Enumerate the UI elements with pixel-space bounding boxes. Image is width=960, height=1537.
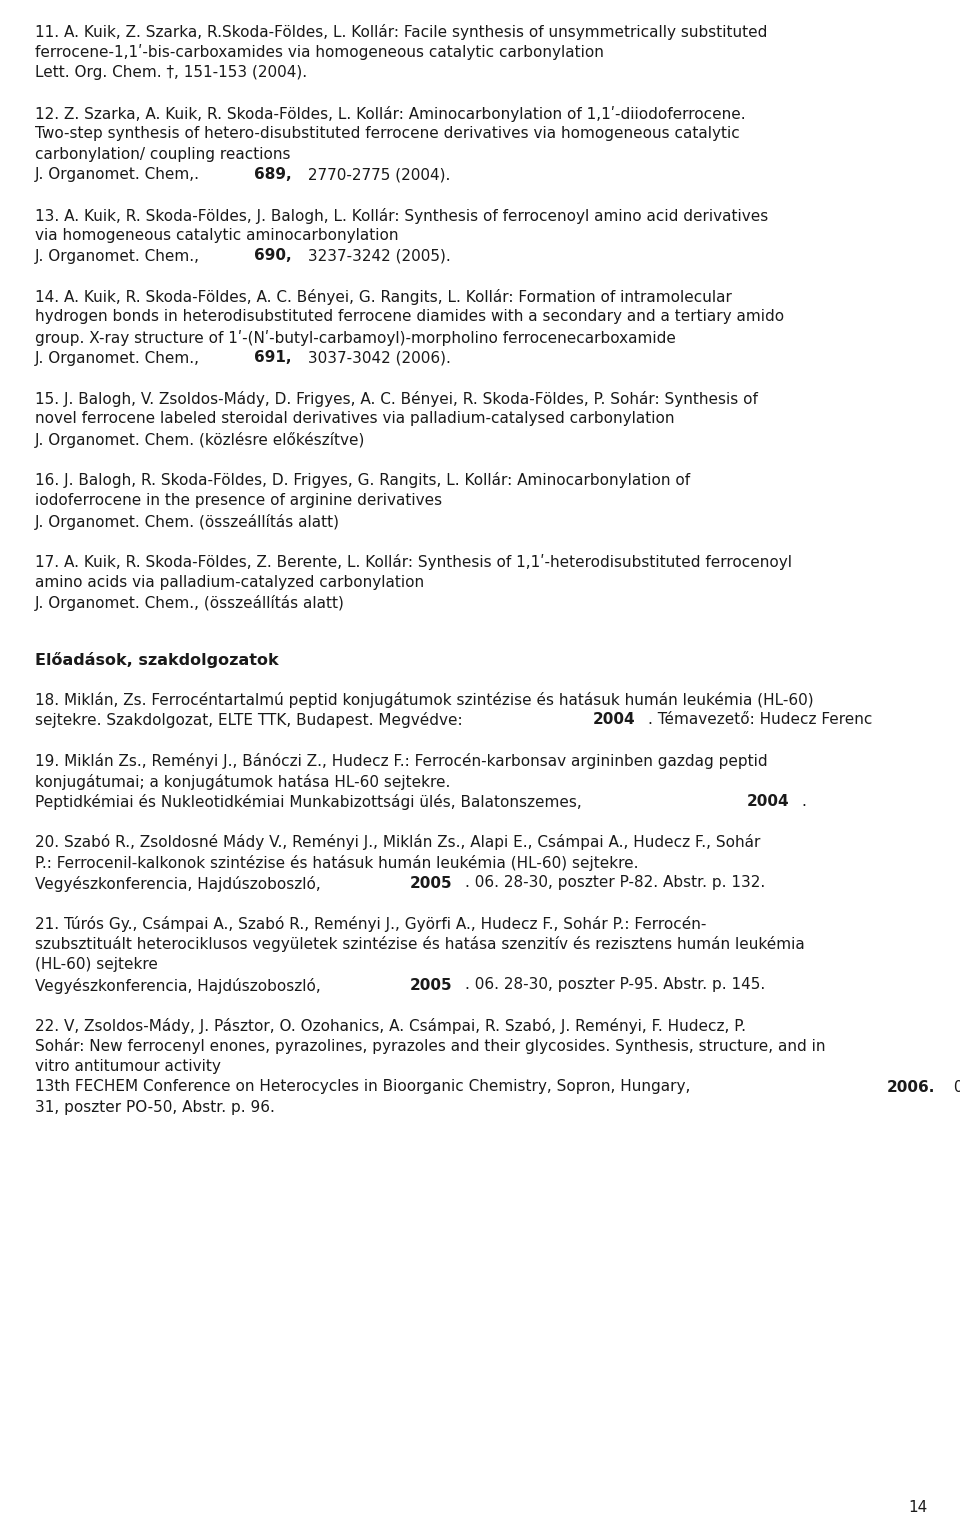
Text: amino acids via palladium-catalyzed carbonylation: amino acids via palladium-catalyzed carb… — [35, 575, 424, 590]
Text: 2005: 2005 — [410, 876, 452, 890]
Text: konjugátumai; a konjugátumok hatása HL-60 sejtekre.: konjugátumai; a konjugátumok hatása HL-6… — [35, 773, 450, 790]
Text: Előadások, szakdolgozatok: Előadások, szakdolgozatok — [35, 652, 278, 667]
Text: Peptidkémiai és Nukleotidkémiai Munkabizottsági ülés, Balatonszemes,: Peptidkémiai és Nukleotidkémiai Munkabiz… — [35, 795, 587, 810]
Text: 19. Miklán Zs., Reményi J., Bánóczi Z., Hudecz F.: Ferrocén-karbonsav argininbe: 19. Miklán Zs., Reményi J., Bánóczi Z., … — [35, 753, 768, 768]
Text: ferrocene-1,1ʹ-bis-carboxamides via homogeneous catalytic carbonylation: ferrocene-1,1ʹ-bis-carboxamides via homo… — [35, 45, 604, 60]
Text: 691,: 691, — [254, 350, 292, 366]
Text: Vegyészkonferencia, Hajdúszoboszló,: Vegyészkonferencia, Hajdúszoboszló, — [35, 876, 325, 891]
Text: 14: 14 — [909, 1500, 928, 1515]
Text: 15. J. Balogh, V. Zsoldos-Mády, D. Frigyes, A. C. Bényei, R. Skoda-Földes, P. So: 15. J. Balogh, V. Zsoldos-Mády, D. Frigy… — [35, 390, 757, 407]
Text: 22. V, Zsoldos-Mády, J. Pásztor, O. Ozohanics, A. Csámpai, R. Szabó, J. Reményi,: 22. V, Zsoldos-Mády, J. Pásztor, O. Ozoh… — [35, 1017, 746, 1034]
Text: Lett. Org. Chem. †, 151-153 (2004).: Lett. Org. Chem. †, 151-153 (2004). — [35, 65, 307, 80]
Text: 3237-3242 (2005).: 3237-3242 (2005). — [302, 249, 450, 263]
Text: 2006.: 2006. — [887, 1079, 935, 1094]
Text: 14. A. Kuik, R. Skoda-Földes, A. C. Bényei, G. Rangits, L. Kollár: Formation of : 14. A. Kuik, R. Skoda-Földes, A. C. Bény… — [35, 289, 732, 304]
Text: 13. A. Kuik, R. Skoda-Földes, J. Balogh, L. Kollár: Synthesis of ferrocenoyl ami: 13. A. Kuik, R. Skoda-Földes, J. Balogh,… — [35, 207, 768, 223]
Text: 690,: 690, — [254, 249, 292, 263]
Text: novel ferrocene labeled steroidal derivatives via palladium-catalysed carbonylat: novel ferrocene labeled steroidal deriva… — [35, 412, 675, 426]
Text: Vegyészkonferencia, Hajdúszoboszló,: Vegyészkonferencia, Hajdúszoboszló, — [35, 978, 325, 993]
Text: 2770-2775 (2004).: 2770-2775 (2004). — [302, 168, 450, 181]
Text: 21. Túrós Gy., Csámpai A., Szabó R., Reményi J., Györfi A., Hudecz F., Sohár P.:: 21. Túrós Gy., Csámpai A., Szabó R., Rem… — [35, 916, 707, 931]
Text: J. Organomet. Chem.,: J. Organomet. Chem., — [35, 249, 204, 263]
Text: 2004: 2004 — [593, 713, 636, 727]
Text: 17. A. Kuik, R. Skoda-Földes, Z. Berente, L. Kollár: Synthesis of 1,1ʹ-heterodis: 17. A. Kuik, R. Skoda-Földes, Z. Berente… — [35, 553, 792, 570]
Text: 05. 28-: 05. 28- — [949, 1079, 960, 1094]
Text: Two-step synthesis of hetero-disubstituted ferrocene derivatives via homogeneous: Two-step synthesis of hetero-disubstitut… — [35, 126, 740, 141]
Text: 31, poszter PO-50, Abstr. p. 96.: 31, poszter PO-50, Abstr. p. 96. — [35, 1100, 275, 1114]
Text: hydrogen bonds in heterodisubstituted ferrocene diamides with a secondary and a : hydrogen bonds in heterodisubstituted fe… — [35, 309, 784, 324]
Text: 12. Z. Szarka, A. Kuik, R. Skoda-Földes, L. Kollár: Aminocarbonylation of 1,1ʹ-d: 12. Z. Szarka, A. Kuik, R. Skoda-Földes,… — [35, 106, 746, 121]
Text: . 06. 28-30, poszter P-82. Abstr. p. 132.: . 06. 28-30, poszter P-82. Abstr. p. 132… — [465, 876, 765, 890]
Text: . 06. 28-30, poszter P-95. Abstr. p. 145.: . 06. 28-30, poszter P-95. Abstr. p. 145… — [465, 978, 765, 993]
Text: J. Organomet. Chem.,: J. Organomet. Chem., — [35, 350, 204, 366]
Text: Sohár: New ferrocenyl enones, pyrazolines, pyrazoles and their glycosides. Synth: Sohár: New ferrocenyl enones, pyrazoline… — [35, 1039, 826, 1054]
Text: 16. J. Balogh, R. Skoda-Földes, D. Frigyes, G. Rangits, L. Kollár: Aminocarbonyl: 16. J. Balogh, R. Skoda-Földes, D. Frigy… — [35, 472, 690, 489]
Text: sejtekre. Szakdolgozat, ELTE TTK, Budapest. Megvédve:: sejtekre. Szakdolgozat, ELTE TTK, Budape… — [35, 713, 468, 729]
Text: (HL-60) sejtekre: (HL-60) sejtekre — [35, 958, 157, 971]
Text: J. Organomet. Chem,.: J. Organomet. Chem,. — [35, 168, 204, 181]
Text: J. Organomet. Chem., (összeállítás alatt): J. Organomet. Chem., (összeállítás alatt… — [35, 595, 345, 612]
Text: group. X-ray structure of 1ʹ-(Nʹ-butyl-carbamoyl)-morpholino ferrocenecarboxamid: group. X-ray structure of 1ʹ-(Nʹ-butyl-c… — [35, 330, 676, 346]
Text: J. Organomet. Chem. (összeállítás alatt): J. Organomet. Chem. (összeállítás alatt) — [35, 513, 340, 530]
Text: 18. Miklán, Zs. Ferrocéntartalmú peptid konjugátumok szintézise és hatásuk humá: 18. Miklán, Zs. Ferrocéntartalmú peptid… — [35, 692, 814, 709]
Text: P.: Ferrocenil-kalkonok szintézise és hatásuk humán leukémia (HL-60) sejtekre.: P.: Ferrocenil-kalkonok szintézise és ha… — [35, 855, 638, 871]
Text: . Témavezető: Hudecz Ferenc: . Témavezető: Hudecz Ferenc — [648, 713, 873, 727]
Text: 11. A. Kuik, Z. Szarka, R.Skoda-Földes, L. Kollár: Facile synthesis of unsymmetr: 11. A. Kuik, Z. Szarka, R.Skoda-Földes, … — [35, 25, 767, 40]
Text: 13th FECHEM Conference on Heterocycles in Bioorganic Chemistry, Sopron, Hungary,: 13th FECHEM Conference on Heterocycles i… — [35, 1079, 695, 1094]
Text: iodoferrocene in the presence of arginine derivatives: iodoferrocene in the presence of arginin… — [35, 493, 443, 509]
Text: .: . — [802, 795, 806, 808]
Text: 2005: 2005 — [410, 978, 452, 993]
Text: 2004: 2004 — [747, 795, 789, 808]
Text: 20. Szabó R., Zsoldosné Mády V., Reményi J., Miklán Zs., Alapi E., Csámpai A., H: 20. Szabó R., Zsoldosné Mády V., Reményi… — [35, 835, 760, 850]
Text: J. Organomet. Chem. (közlésre előkészítve): J. Organomet. Chem. (közlésre előkészítv… — [35, 432, 366, 447]
Text: carbonylation/ coupling reactions: carbonylation/ coupling reactions — [35, 146, 291, 161]
Text: szubsztituált heterociklusos vegyületek szintézise és hatása szenzitív és rezisz: szubsztituált heterociklusos vegyületek … — [35, 936, 804, 953]
Text: 689,: 689, — [254, 168, 292, 181]
Text: vitro antitumour activity: vitro antitumour activity — [35, 1059, 221, 1074]
Text: via homogeneous catalytic aminocarbonylation: via homogeneous catalytic aminocarbonyla… — [35, 227, 398, 243]
Text: 3037-3042 (2006).: 3037-3042 (2006). — [302, 350, 450, 366]
